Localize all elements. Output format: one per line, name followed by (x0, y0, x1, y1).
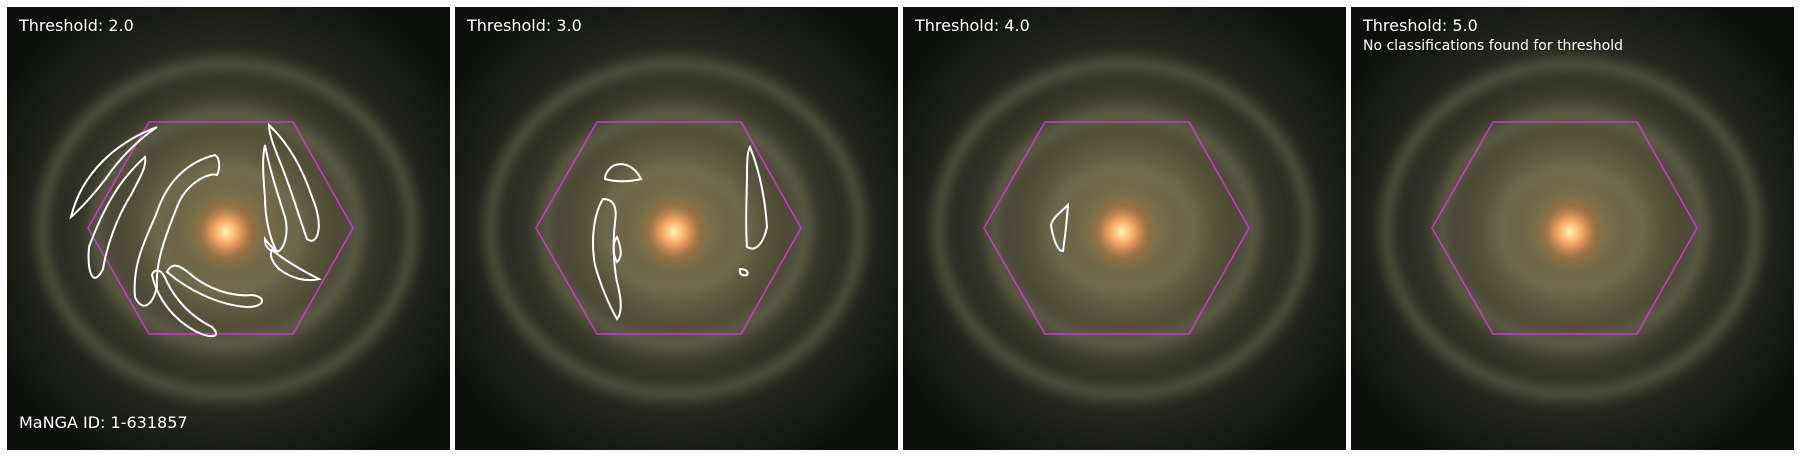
galaxy-panel-threshold-4: Threshold: 4.0 (903, 7, 1346, 450)
threshold-label: Threshold: 5.0 (1363, 16, 1478, 35)
ifu-hexagon (535, 121, 802, 335)
no-classifications-note: No classifications found for threshold (1363, 38, 1623, 54)
arm-contours (592, 144, 769, 321)
ifu-hexagon (87, 121, 354, 335)
galaxy-image (455, 7, 898, 450)
threshold-label: Threshold: 4.0 (915, 16, 1030, 35)
manga-id-label: MaNGA ID: 1-631857 (19, 413, 188, 432)
galaxy-image (1351, 7, 1794, 450)
arm-contours (69, 122, 322, 338)
galaxy-panel-threshold-2: Threshold: 2.0 MaNGA ID: 1-631857 (7, 7, 450, 450)
ifu-hexagon (1431, 121, 1698, 335)
threshold-label: Threshold: 2.0 (19, 16, 134, 35)
arm-contours (1049, 202, 1070, 252)
galaxy-panel-threshold-3: Threshold: 3.0 (455, 7, 898, 450)
galaxy-image (903, 7, 1346, 450)
galaxy-core (636, 194, 712, 270)
galaxy-core (1084, 194, 1160, 270)
ifu-hexagon (983, 121, 1250, 335)
galaxy-core (1532, 194, 1608, 270)
galaxy-core (188, 194, 264, 270)
galaxy-panel-threshold-5: Threshold: 5.0 No classifications found … (1351, 7, 1794, 450)
galaxy-image (7, 7, 450, 450)
threshold-label: Threshold: 3.0 (467, 16, 582, 35)
